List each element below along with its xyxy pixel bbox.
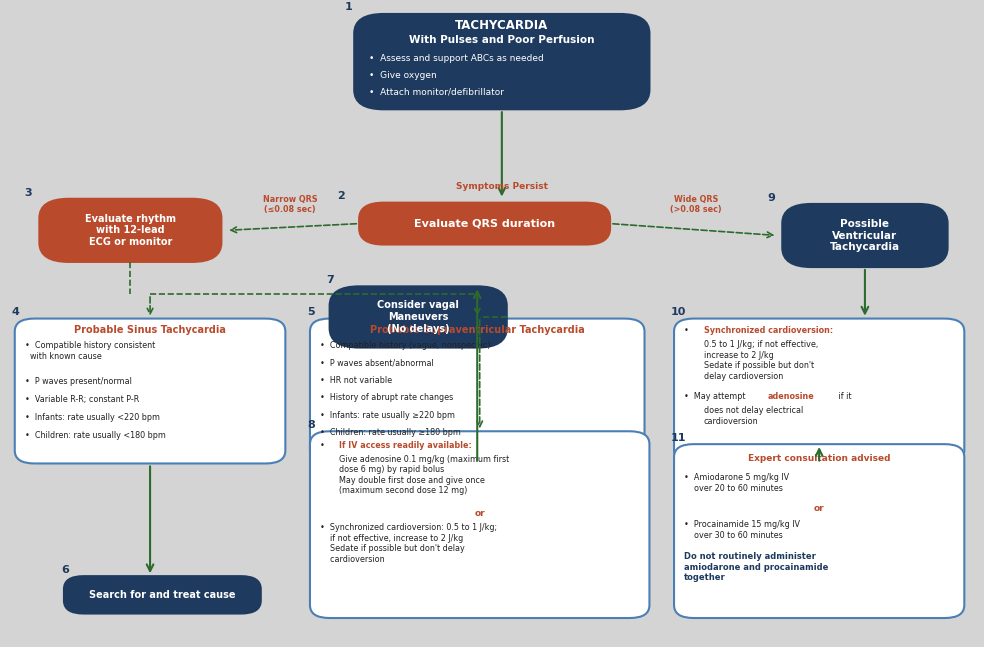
Text: •  Procainamide 15 mg/kg IV
    over 30 to 60 minutes: • Procainamide 15 mg/kg IV over 30 to 60… xyxy=(684,520,800,540)
Text: •  P waves absent/abnormal: • P waves absent/abnormal xyxy=(320,358,434,367)
Text: •  Variable R-R; constant P-R: • Variable R-R; constant P-R xyxy=(25,395,139,404)
Text: Synchronized cardioversion:: Synchronized cardioversion: xyxy=(704,326,832,335)
Text: •  P waves present/normal: • P waves present/normal xyxy=(25,377,132,386)
Text: 1: 1 xyxy=(344,2,352,12)
Text: 10: 10 xyxy=(671,307,687,317)
FancyBboxPatch shape xyxy=(310,432,649,618)
Text: If IV access readily available:: If IV access readily available: xyxy=(339,441,472,450)
Text: Give adenosine 0.1 mg/kg (maximum first
dose 6 mg) by rapid bolus
May double fir: Give adenosine 0.1 mg/kg (maximum first … xyxy=(339,455,510,496)
Text: •  Amiodarone 5 mg/kg IV
    over 20 to 60 minutes: • Amiodarone 5 mg/kg IV over 20 to 60 mi… xyxy=(684,473,789,492)
Text: •  Synchronized cardioversion: 0.5 to 1 J/kg;
    if not effective, increase to : • Synchronized cardioversion: 0.5 to 1 J… xyxy=(320,523,497,564)
Text: Wide QRS
(>0.08 sec): Wide QRS (>0.08 sec) xyxy=(670,195,722,214)
Text: •  Infants: rate usually <220 bpm: • Infants: rate usually <220 bpm xyxy=(25,413,159,422)
Text: 7: 7 xyxy=(327,275,335,285)
Text: •: • xyxy=(684,326,694,335)
Text: •  HR not variable: • HR not variable xyxy=(320,376,392,385)
Text: TACHYCARDIA: TACHYCARDIA xyxy=(456,19,548,32)
Text: 5: 5 xyxy=(307,307,315,317)
Text: 9: 9 xyxy=(768,193,775,203)
Text: Consider vagal
Maneuvers
(No delays): Consider vagal Maneuvers (No delays) xyxy=(377,300,460,334)
Text: Probable Sinus Tachycardia: Probable Sinus Tachycardia xyxy=(74,325,226,335)
Text: Narrow QRS
(≤0.08 sec): Narrow QRS (≤0.08 sec) xyxy=(263,195,318,214)
Text: 2: 2 xyxy=(338,192,345,201)
Text: adenosine: adenosine xyxy=(768,392,815,401)
Text: 0.5 to 1 J/kg; if not effective,
increase to 2 J/kg
Sedate if possible but don't: 0.5 to 1 J/kg; if not effective, increas… xyxy=(704,340,818,380)
Text: Search for and treat cause: Search for and treat cause xyxy=(90,590,235,600)
Text: Expert consultation advised: Expert consultation advised xyxy=(748,454,891,463)
Text: Evaluate rhythm
with 12-lead
ECG or monitor: Evaluate rhythm with 12-lead ECG or moni… xyxy=(85,214,176,247)
FancyBboxPatch shape xyxy=(310,318,645,463)
Text: or: or xyxy=(814,504,825,513)
Text: •  Attach monitor/defibrillator: • Attach monitor/defibrillator xyxy=(369,87,504,96)
Text: •: • xyxy=(320,441,330,450)
Text: With Pulses and Poor Perfusion: With Pulses and Poor Perfusion xyxy=(409,34,594,45)
FancyBboxPatch shape xyxy=(15,318,285,463)
Text: Probable Supraventricular Tachycardia: Probable Supraventricular Tachycardia xyxy=(370,325,584,335)
FancyBboxPatch shape xyxy=(674,318,964,463)
Text: if it: if it xyxy=(836,392,852,401)
Text: •  Compatible history (vague, nonspecific): • Compatible history (vague, nonspecific… xyxy=(320,341,490,350)
Text: •  Children: rate usually ≥180 bpm: • Children: rate usually ≥180 bpm xyxy=(320,428,461,437)
Text: •  Compatible history consistent
  with known cause: • Compatible history consistent with kno… xyxy=(25,341,154,360)
Text: 4: 4 xyxy=(12,307,20,317)
Text: •  Give oxygen: • Give oxygen xyxy=(369,71,437,80)
Text: •  May attempt: • May attempt xyxy=(684,392,748,401)
Text: does not delay electrical
cardioversion: does not delay electrical cardioversion xyxy=(704,406,803,426)
FancyBboxPatch shape xyxy=(64,576,261,613)
Text: Symptoms Persist: Symptoms Persist xyxy=(456,182,548,191)
Text: •  Assess and support ABCs as needed: • Assess and support ABCs as needed xyxy=(369,54,544,63)
Text: or: or xyxy=(474,509,485,518)
FancyBboxPatch shape xyxy=(354,14,649,109)
Text: Do not routinely administer
amiodarone and procainamide
together: Do not routinely administer amiodarone a… xyxy=(684,553,829,582)
Text: •  Infants: rate usually ≥220 bpm: • Infants: rate usually ≥220 bpm xyxy=(320,411,455,420)
Text: Possible
Ventricular
Tachycardia: Possible Ventricular Tachycardia xyxy=(830,219,900,252)
FancyBboxPatch shape xyxy=(330,287,507,347)
Text: •  History of abrupt rate changes: • History of abrupt rate changes xyxy=(320,393,453,402)
Text: 3: 3 xyxy=(25,188,32,197)
FancyBboxPatch shape xyxy=(674,444,964,618)
Text: •  Children: rate usually <180 bpm: • Children: rate usually <180 bpm xyxy=(25,432,165,440)
Text: Evaluate QRS duration: Evaluate QRS duration xyxy=(414,219,555,228)
FancyBboxPatch shape xyxy=(782,204,948,267)
Text: 6: 6 xyxy=(61,565,69,575)
FancyBboxPatch shape xyxy=(359,203,610,245)
Text: 8: 8 xyxy=(307,420,315,430)
FancyBboxPatch shape xyxy=(39,199,221,262)
Text: 11: 11 xyxy=(671,433,687,443)
